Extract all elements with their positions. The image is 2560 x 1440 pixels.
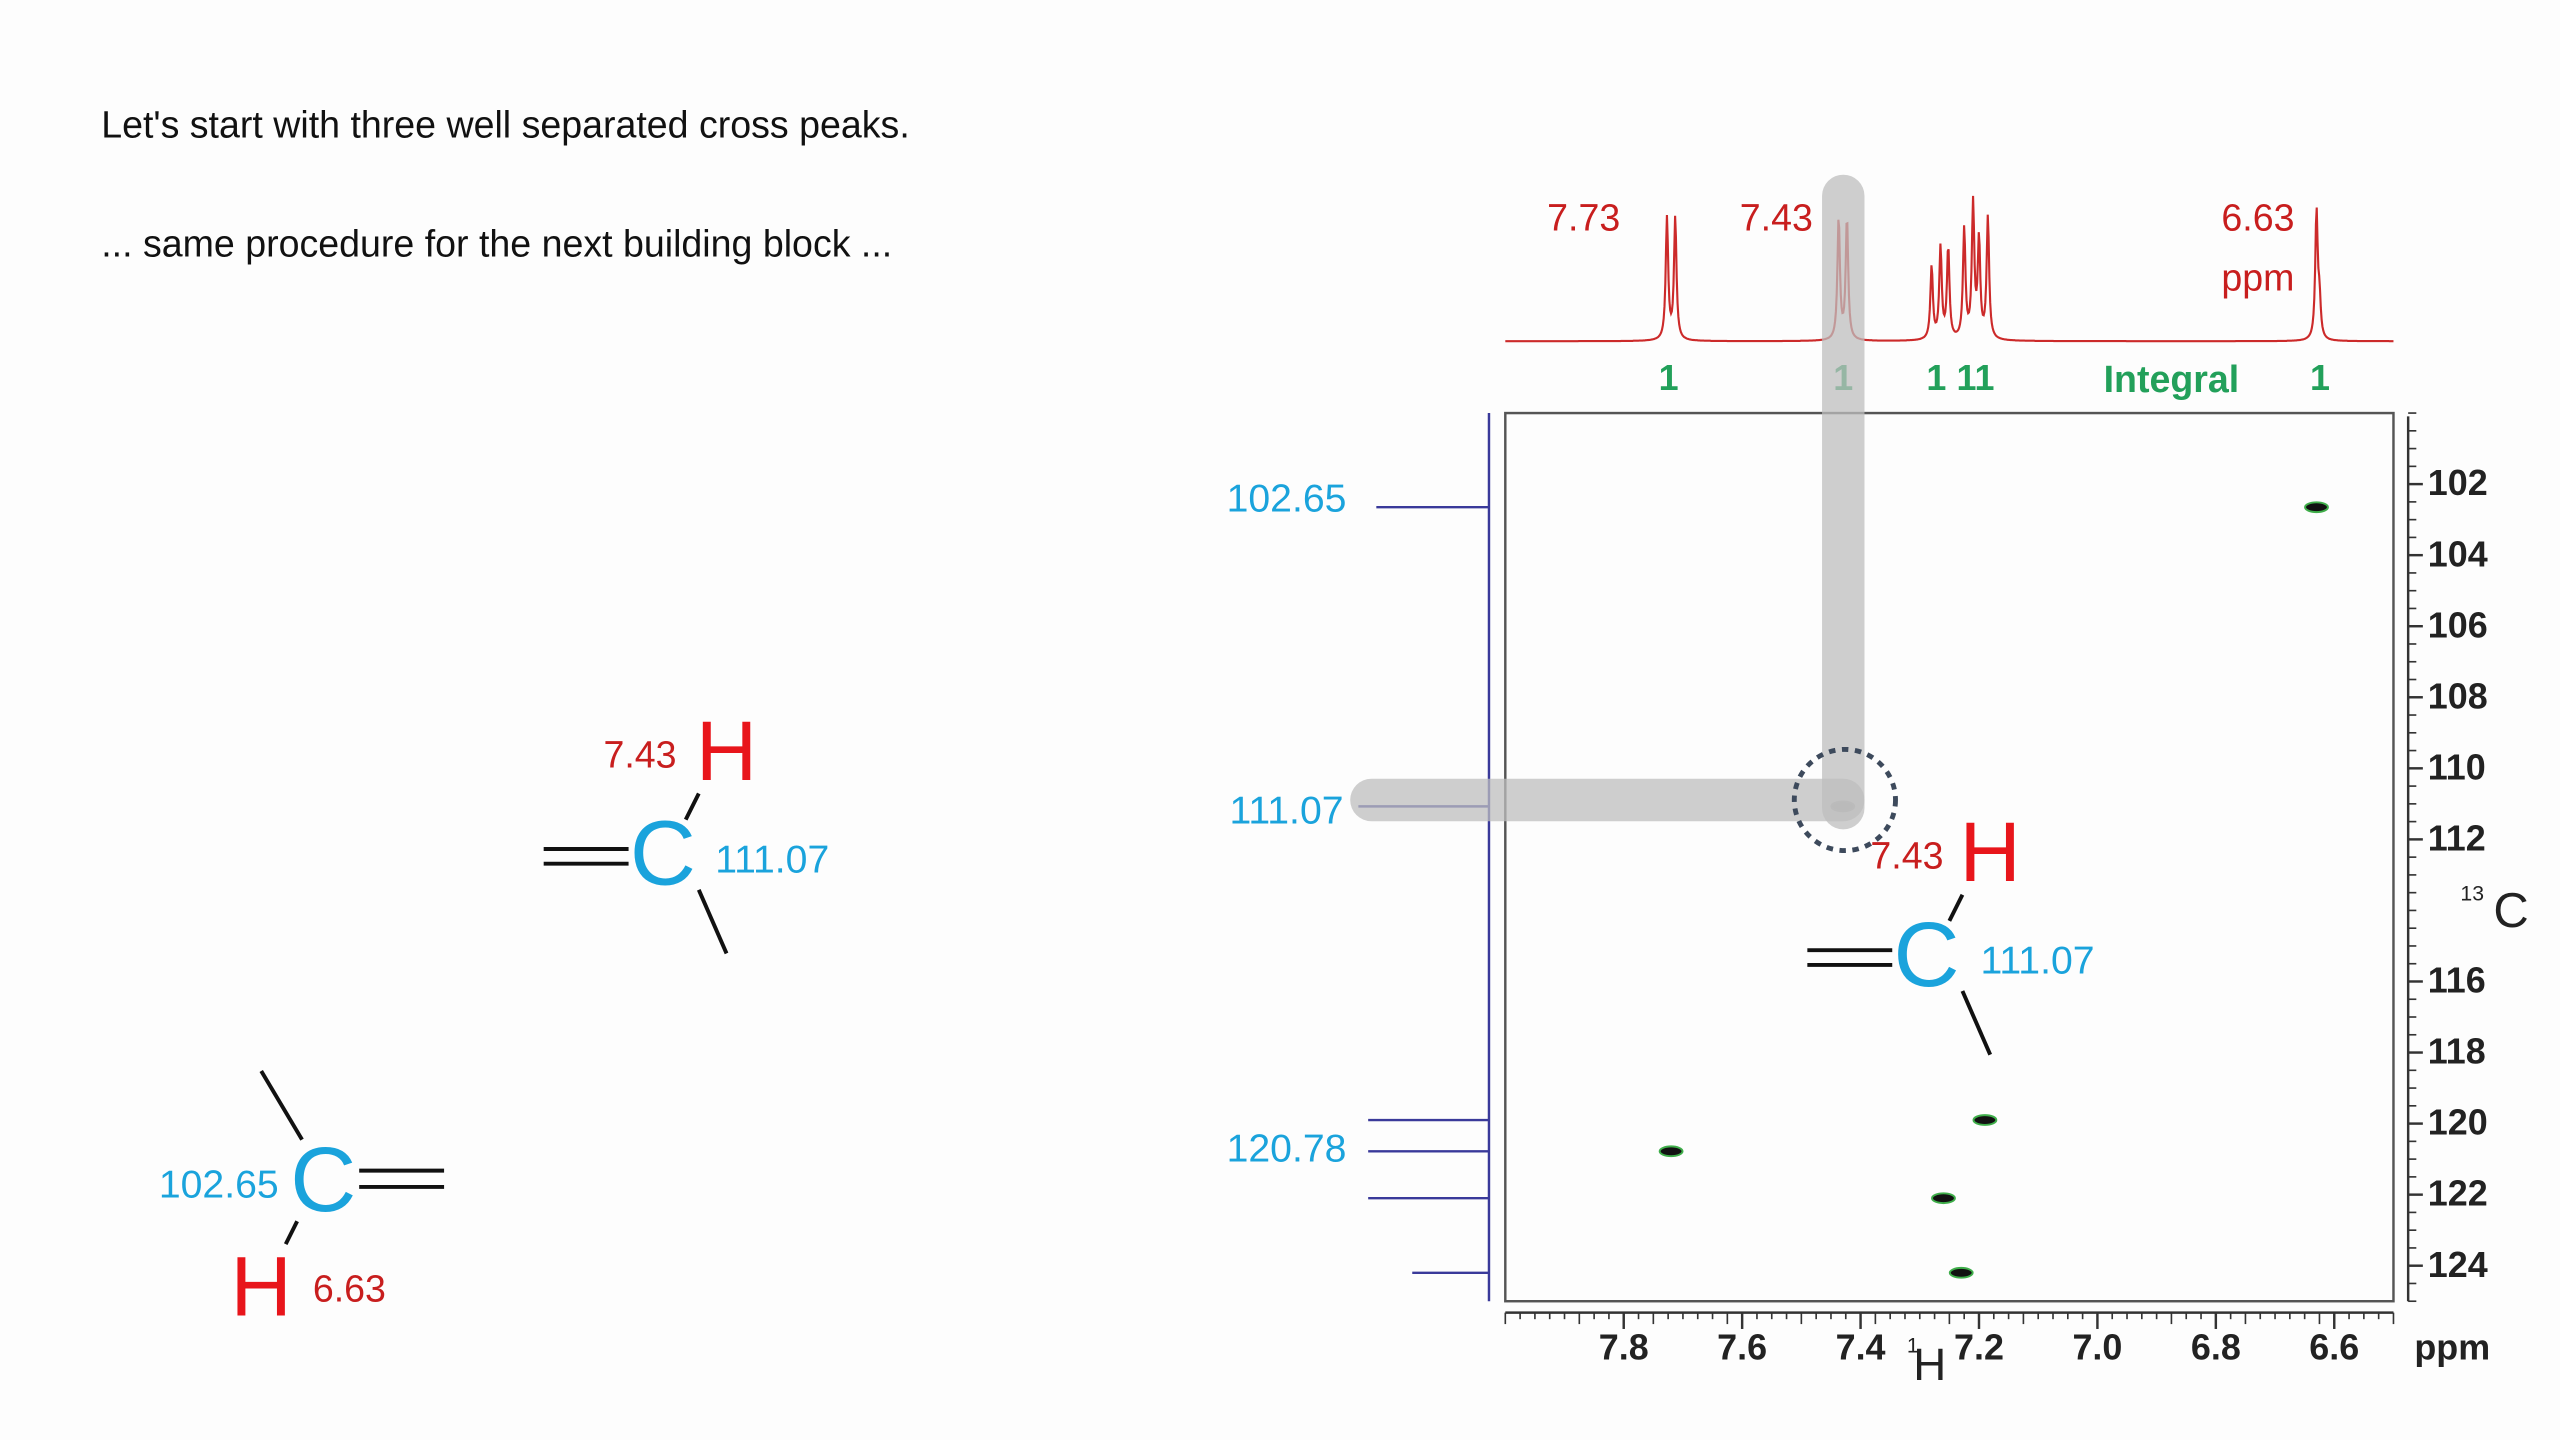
integral-label: Integral: [2104, 358, 2240, 400]
c-shift-label: 102.65: [1227, 478, 1347, 521]
y-tick-label: 112: [2428, 817, 2486, 858]
peak-label: 7.43: [1740, 196, 1813, 238]
x-tick-label: 7.6: [1717, 1327, 1767, 1368]
fragment: 7.43 H C 111.07: [1807, 804, 2095, 1056]
x-tick-label: 7.0: [2072, 1327, 2122, 1368]
cross-peak: [1658, 1145, 1684, 1158]
cross-peak: [2304, 501, 2329, 514]
c-shift: 111.07: [715, 838, 829, 881]
h-shift: 7.43: [603, 733, 676, 775]
y-axis-label: C: [2493, 884, 2528, 938]
fragment: 102.65 C H 6.63: [159, 1070, 445, 1333]
x-tick-label: 7.4: [1836, 1327, 1886, 1368]
y-tick-label: 106: [2428, 604, 2488, 645]
integral: 11: [1957, 357, 1995, 398]
y-tick-label: 102: [2428, 462, 2488, 503]
peak-circle: [1791, 746, 1898, 854]
c-atom: C: [630, 803, 696, 905]
note: ... same procedure for the next building…: [101, 222, 892, 264]
h-spectrum: [1505, 195, 2394, 343]
bond: [1947, 893, 1965, 922]
h-atom: H: [1960, 804, 2021, 899]
y-tick-label: 116: [2428, 960, 2486, 1001]
h-atom: H: [696, 703, 757, 798]
y-tick-label: 104: [2428, 533, 2488, 574]
fragment: 7.43 H C 111.07: [543, 703, 829, 955]
x-tick-label: 6.8: [2191, 1327, 2241, 1368]
x-axis-label: H: [1913, 1339, 1946, 1390]
y-tick-label: 122: [2428, 1173, 2488, 1214]
x-axis-label-sup: 1: [1907, 1335, 1919, 1358]
bond: [283, 1220, 299, 1245]
x-axis-unit: ppm: [2414, 1327, 2490, 1368]
c-atom: C: [1894, 904, 1960, 1006]
bond: [696, 889, 729, 955]
plot-frame: [1504, 411, 2395, 1303]
bond: [683, 792, 701, 821]
peak-label: ppm: [2221, 257, 2294, 299]
y-tick-label: 108: [2428, 675, 2488, 716]
peak-label: 6.63: [2221, 196, 2294, 238]
y-axis-label-sup: 13: [2460, 882, 2484, 905]
c-atom: C: [290, 1129, 356, 1231]
y-tick-label: 120: [2428, 1102, 2488, 1143]
x-tick-label: 6.6: [2309, 1327, 2359, 1368]
note: Let's start with three well separated cr…: [101, 103, 910, 145]
c-shift-label: 111.07: [1230, 789, 1344, 832]
c-shift-label: 120.78: [1227, 1127, 1347, 1170]
x-tick-label: 7.8: [1599, 1327, 1649, 1368]
integral: 1: [1926, 357, 1946, 398]
x-tick-label: 7.2: [1954, 1327, 2004, 1368]
cross-peak: [1972, 1114, 1998, 1126]
h-shift: 6.63: [313, 1267, 386, 1309]
bond: [259, 1070, 304, 1141]
h-atom: H: [231, 1238, 292, 1333]
h-shift: 7.43: [1870, 835, 1943, 877]
integral: 1: [1659, 357, 1679, 398]
peak-label: 7.73: [1547, 196, 1620, 238]
cross-peak: [1948, 1266, 1974, 1279]
y-tick-label: 124: [2428, 1244, 2488, 1285]
integral: 1: [2310, 357, 2330, 398]
bond: [1960, 990, 1993, 1056]
cross-peak: [1931, 1192, 1956, 1205]
c-shift: 102.65: [159, 1163, 279, 1206]
y-tick-label: 110: [2428, 746, 2486, 787]
c-shift: 111.07: [1981, 940, 2095, 983]
y-tick-label: 118: [2428, 1031, 2486, 1072]
